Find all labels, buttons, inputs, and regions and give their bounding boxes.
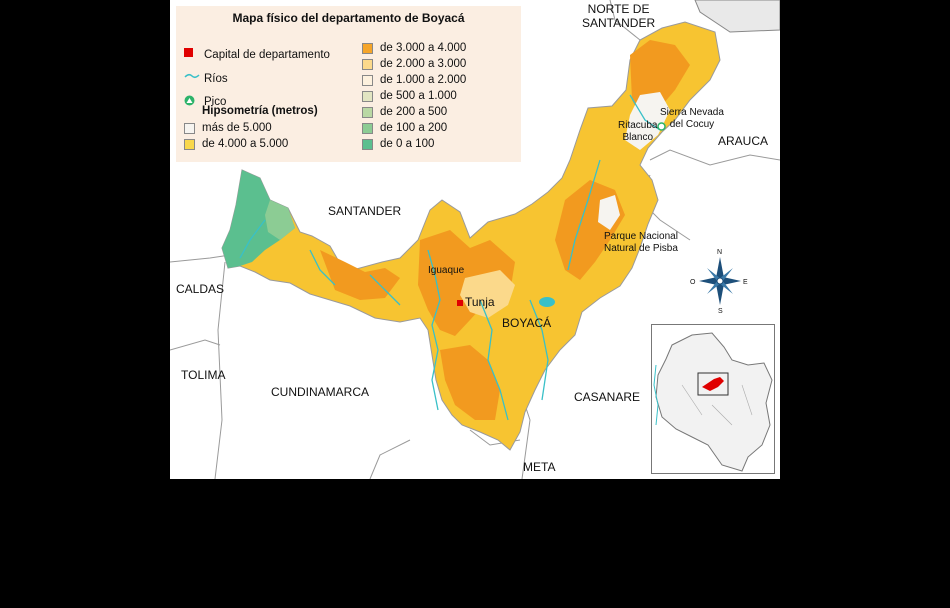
legend-level-5: de 500 a 1.000 bbox=[362, 89, 457, 103]
legend-level-8: de 0 a 100 bbox=[362, 137, 434, 151]
label-pisba: Parque Nacional Natural de Pisba bbox=[604, 231, 678, 255]
legend-level-6: de 200 a 500 bbox=[362, 105, 447, 119]
legend-peak-label: Pico bbox=[204, 96, 227, 108]
label-pisba-line2: Natural de Pisba bbox=[604, 243, 678, 254]
label-norte-santander-line1: NORTE DE bbox=[587, 2, 650, 16]
venezuela-region bbox=[694, 0, 780, 33]
legend-level-label: de 4.000 a 5.000 bbox=[202, 138, 289, 150]
legend-hypsometry-title: Hipsometría (metros) bbox=[202, 105, 318, 117]
label-arauca: ARAUCA bbox=[718, 134, 769, 148]
label-boyaca: BOYACÁ bbox=[502, 316, 552, 330]
map-drawing bbox=[170, 0, 780, 479]
legend: Mapa físico del departamento de Boyacá C… bbox=[176, 6, 521, 162]
label-casanare: CASANARE bbox=[574, 390, 641, 404]
label-cocuy-line1: Sierra Nevada bbox=[660, 107, 724, 118]
square-icon bbox=[457, 299, 463, 306]
compass-e: E bbox=[743, 279, 748, 286]
lowland-west bbox=[222, 170, 295, 268]
level-swatch bbox=[362, 90, 373, 102]
inset-map-colombia bbox=[651, 324, 775, 474]
rivers bbox=[239, 94, 661, 421]
legend-level-label: de 200 a 500 bbox=[380, 106, 448, 118]
label-tolima: TOLIMA bbox=[181, 368, 226, 382]
level-swatch bbox=[184, 122, 195, 134]
compass-rose-icon: N S E O bbox=[690, 248, 750, 315]
label-pisba-line1: Parque Nacional bbox=[604, 231, 678, 242]
highland-mid bbox=[320, 250, 400, 300]
lowland-west-2 bbox=[265, 200, 295, 240]
legend-peak: Pico bbox=[184, 95, 226, 109]
label-santander: SANTANDER bbox=[328, 204, 402, 218]
label-ritacuba-line2: Blanco bbox=[622, 132, 654, 143]
level-swatch bbox=[362, 58, 373, 70]
label-norte-santander: NORTE DE SANTANDER bbox=[582, 2, 655, 30]
compass-n: N bbox=[717, 249, 723, 256]
legend-level-4: de 1.000 a 2.000 bbox=[362, 73, 466, 87]
compass-s: S bbox=[718, 308, 723, 315]
label-norte-santander-line2: SANTANDER bbox=[582, 16, 656, 30]
legend-level-label: de 1.000 a 2.000 bbox=[380, 74, 467, 86]
legend-level-label: más de 5.000 bbox=[202, 122, 272, 134]
snow-pisba bbox=[598, 195, 620, 230]
label-cocuy-line2: del Cocuy bbox=[669, 119, 715, 130]
level-swatch bbox=[362, 42, 373, 54]
legend-level-label: de 2.000 a 3.000 bbox=[380, 58, 467, 70]
level-swatch bbox=[362, 138, 373, 150]
label-tunja: Tunja bbox=[457, 295, 495, 309]
lake-tota bbox=[539, 297, 555, 307]
level-swatch bbox=[184, 138, 195, 150]
map-canvas: Mapa físico del departamento de Boyacá C… bbox=[170, 0, 780, 479]
legend-level-3: de 2.000 a 3.000 bbox=[362, 57, 466, 71]
legend-rivers-label: Ríos bbox=[204, 73, 228, 85]
legend-capital-label: Capital de departamento bbox=[204, 49, 330, 61]
label-iguaque: Iguaque bbox=[428, 265, 465, 276]
legend-title: Mapa físico del departamento de Boyacá bbox=[232, 11, 465, 25]
label-cocuy: Sierra Nevada del Cocuy bbox=[660, 107, 724, 131]
tunja-valley bbox=[460, 270, 515, 318]
legend-level-7: de 100 a 200 bbox=[362, 121, 447, 135]
label-meta: META bbox=[523, 460, 556, 474]
legend-capital: Capital de departamento bbox=[184, 48, 330, 62]
highland-south bbox=[440, 345, 500, 420]
level-swatch bbox=[362, 106, 373, 118]
legend-level-label: de 3.000 a 4.000 bbox=[380, 42, 467, 54]
legend-rivers: Ríos bbox=[184, 72, 228, 86]
legend-level-label: de 0 a 100 bbox=[380, 138, 435, 150]
level-swatch bbox=[362, 74, 373, 86]
compass-o: O bbox=[690, 279, 696, 286]
department-boyaca bbox=[221, 21, 721, 451]
label-cundinamarca: CUNDINAMARCA bbox=[271, 385, 370, 399]
label-tunja-text: Tunja bbox=[465, 295, 495, 309]
label-caldas: CALDAS bbox=[176, 282, 225, 296]
label-ritacuba-line1: Ritacuba bbox=[618, 120, 658, 131]
level-swatch bbox=[362, 122, 373, 134]
legend-level-label: de 100 a 200 bbox=[380, 122, 448, 134]
legend-level-label: de 500 a 1.000 bbox=[380, 90, 457, 102]
legend-level-0: más de 5.000 bbox=[184, 121, 272, 135]
label-ritacuba: Ritacuba Blanco bbox=[618, 120, 657, 144]
legend-level-2: de 3.000 a 4.000 bbox=[362, 41, 466, 55]
legend-level-1: de 4.000 a 5.000 bbox=[184, 137, 288, 151]
